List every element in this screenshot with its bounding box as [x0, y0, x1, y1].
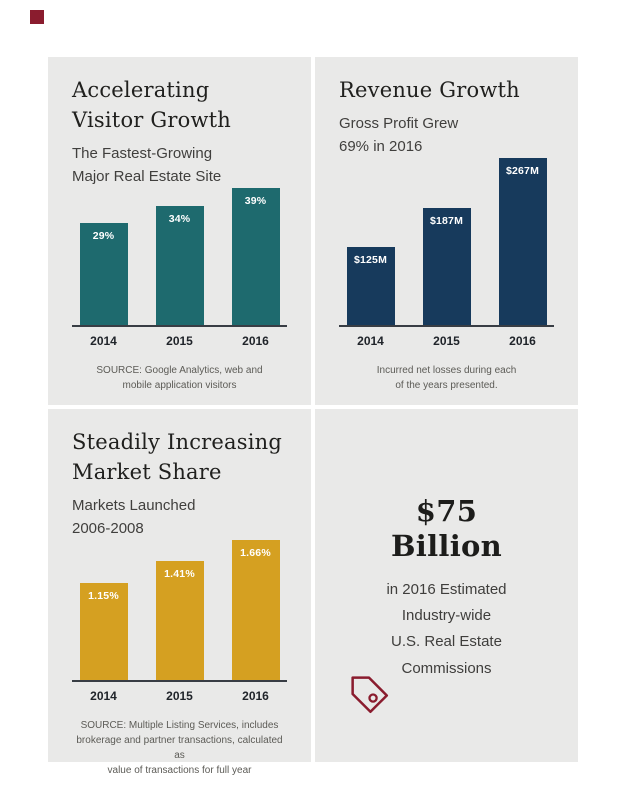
chart-title: Revenue Growth: [339, 75, 554, 105]
bar-2016: 39%: [231, 188, 280, 326]
bar-2016: 1.66%: [231, 540, 280, 681]
bar-value-label: 1.15%: [88, 590, 119, 603]
x-tick-label: 2016: [509, 334, 536, 349]
chart-note: Incurred net losses during each of the y…: [339, 363, 554, 393]
bar-value-label: 39%: [244, 195, 267, 208]
chart-source-line: value of transactions for full year: [107, 765, 252, 777]
stat-value: $75 Billion: [339, 494, 554, 565]
chart-subtitle-line: Major Real Estate Site: [72, 167, 222, 185]
chart-title-line: Accelerating: [72, 78, 210, 102]
bar-2015: 34%: [155, 206, 204, 326]
chart-title-line: Visitor Growth: [72, 108, 231, 133]
market-share-bar-chart: 1.15% 1.41% 1.66% 2014 2015 2016: [72, 540, 287, 703]
bar-value-label: 1.41%: [164, 568, 195, 581]
chart-subtitle-line: The Fastest-Growing: [72, 145, 213, 163]
chart-source-line: SOURCE: Multiple Listing Services, inclu…: [80, 720, 279, 732]
panel-commissions-stat: $75 Billion in 2016 Estimated Industry-w…: [315, 409, 578, 762]
bar-2015: $187M: [422, 208, 471, 326]
stat-value-line: $75: [415, 494, 478, 528]
brand-logo-rect: [30, 10, 44, 24]
price-tag-hole: [368, 693, 378, 703]
bars: 29% 34% 39%: [72, 188, 287, 326]
x-tick-label: 2014: [90, 334, 117, 349]
x-axis-labels: 2014 2015 2016: [72, 334, 287, 348]
bar-value-label: 1.66%: [240, 547, 271, 560]
panel-visitor-growth: Accelerating Visitor Growth The Fastest-…: [48, 57, 311, 405]
stat-description-line: in 2016 Estimated: [386, 580, 507, 598]
x-axis-labels: 2014 2015 2016: [72, 689, 287, 703]
chart-source: SOURCE: Google Analytics, web and mobile…: [72, 363, 287, 393]
chart-subtitle-line: Gross Profit Grew: [339, 115, 459, 133]
panel-market-share: Steadily Increasing Market Share Markets…: [48, 409, 311, 776]
chart-subtitle: Markets Launched 2006-2008: [72, 495, 287, 540]
chart-subtitle-line: 69% in 2016: [339, 137, 423, 155]
chart-title: Steadily Increasing Market Share: [72, 427, 287, 487]
bar-2014: 29%: [79, 223, 128, 326]
chart-source: SOURCE: Multiple Listing Services, inclu…: [72, 718, 287, 778]
bar-2016: $267M: [498, 158, 547, 326]
x-axis-labels: 2014 2015 2016: [339, 334, 554, 348]
x-tick-label: 2016: [242, 334, 269, 349]
chart-title-line: Revenue Growth: [339, 78, 520, 102]
bar-2015: 1.41%: [155, 561, 204, 681]
chart-title-line: Market Share: [72, 460, 222, 485]
chart-subtitle-line: 2006-2008: [72, 519, 144, 537]
stat-description: in 2016 Estimated Industry-wide U.S. Rea…: [339, 577, 554, 682]
stat-description-line: Commissions: [401, 659, 492, 677]
chart-source-line: SOURCE: Google Analytics, web and: [96, 365, 263, 377]
bar-2014: 1.15%: [79, 583, 128, 681]
x-tick-label: 2014: [357, 334, 384, 349]
chart-title-line: Steadily Increasing: [72, 430, 283, 454]
visitor-growth-bar-chart: 29% 34% 39% 2014 2015 2016: [72, 188, 287, 348]
x-tick-label: 2015: [166, 334, 193, 349]
bar-value-label: 34%: [168, 213, 191, 226]
chart-title: Accelerating Visitor Growth: [72, 75, 287, 135]
price-tag-icon: [343, 668, 389, 714]
bar-value-label: $267M: [505, 165, 540, 178]
x-tick-label: 2015: [433, 334, 460, 349]
bar-value-label: 29%: [92, 230, 115, 243]
bar-value-label: $125M: [353, 254, 388, 267]
bars: $125M $187M $267M: [339, 158, 554, 326]
x-tick-label: 2016: [242, 689, 269, 704]
stat-description-line: Industry-wide: [401, 607, 492, 624]
panel-revenue-growth: Revenue Growth Gross Profit Grew 69% in …: [315, 57, 578, 405]
revenue-growth-bar-chart: $125M $187M $267M 2014 2015 2016: [339, 158, 554, 348]
panel-grid: Accelerating Visitor Growth The Fastest-…: [48, 57, 578, 776]
x-axis: [72, 325, 287, 328]
chart-source-line: brokerage and partner transactions, calc…: [76, 735, 283, 762]
chart-note-line: of the years presented.: [395, 380, 498, 392]
chart-subtitle: Gross Profit Grew 69% in 2016: [339, 113, 554, 158]
bar-value-label: $187M: [429, 215, 464, 228]
bars: 1.15% 1.41% 1.66%: [72, 540, 287, 681]
stat-value-line: Billion: [390, 529, 503, 564]
chart-subtitle: The Fastest-Growing Major Real Estate Si…: [72, 143, 287, 188]
x-axis: [339, 325, 554, 328]
chart-source-line: mobile application visitors: [122, 380, 237, 392]
x-tick-label: 2015: [166, 689, 193, 704]
chart-subtitle-line: Markets Launched: [72, 497, 196, 515]
x-tick-label: 2014: [90, 689, 117, 704]
price-tag-outline: [351, 676, 389, 714]
brand-logo-square: [30, 10, 44, 24]
chart-note-line: Incurred net losses during each: [376, 365, 517, 377]
stat-description-line: U.S. Real Estate: [391, 633, 502, 651]
bar-2014: $125M: [346, 247, 395, 326]
x-axis: [72, 680, 287, 683]
